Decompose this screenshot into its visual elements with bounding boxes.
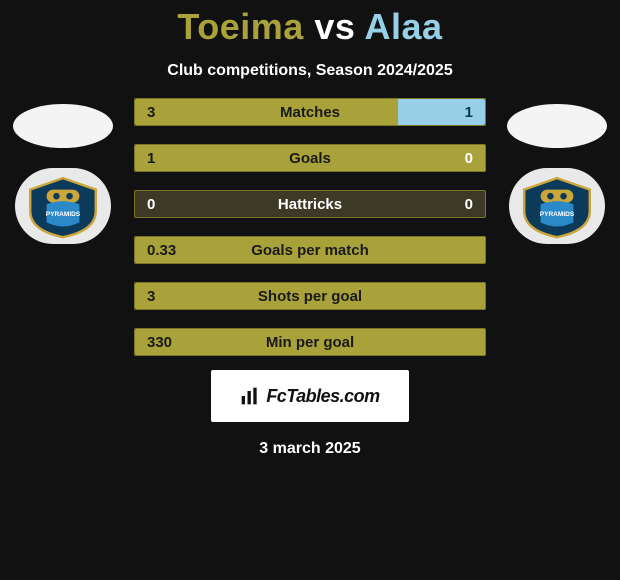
stat-label: Goals xyxy=(289,150,331,167)
stat-value-left: 0 xyxy=(147,196,155,213)
comparison-card: Toeima vs Alaa Club competitions, Season… xyxy=(0,0,620,458)
stat-value-right: 1 xyxy=(465,104,473,121)
left-player-avatar xyxy=(13,104,113,148)
stat-value-left: 330 xyxy=(147,334,172,351)
title-left-player: Toeima xyxy=(177,6,303,47)
stat-row: 3 Matches 1 xyxy=(134,98,486,126)
stat-value-right: 0 xyxy=(465,150,473,167)
stat-label: Matches xyxy=(280,104,340,121)
club-crest-icon: PYRAMIDS xyxy=(22,173,104,239)
left-player-column: PYRAMIDS xyxy=(8,98,118,244)
svg-text:PYRAMIDS: PYRAMIDS xyxy=(46,211,81,218)
branding-badge[interactable]: FcTables.com xyxy=(211,370,409,422)
stat-row: 0 Hattricks 0 xyxy=(134,190,486,218)
stat-value-left: 0.33 xyxy=(147,242,176,259)
right-player-column: PYRAMIDS xyxy=(502,98,612,244)
title-right-player: Alaa xyxy=(365,6,443,47)
stat-fill-left xyxy=(135,99,398,125)
subtitle: Club competitions, Season 2024/2025 xyxy=(0,62,620,80)
club-crest-icon: PYRAMIDS xyxy=(516,173,598,239)
stat-row: 0.33 Goals per match xyxy=(134,236,486,264)
bar-chart-icon xyxy=(240,386,260,406)
page-title: Toeima vs Alaa xyxy=(0,6,620,48)
stat-value-left: 3 xyxy=(147,288,155,305)
stats-bars: 3 Matches 1 1 Goals 0 0 Hattricks 0 0.33 Goals per… xyxy=(134,98,486,356)
title-vs: vs xyxy=(314,6,355,47)
svg-text:PYRAMIDS: PYRAMIDS xyxy=(540,211,575,218)
comparison-body: PYRAMIDS 3 Matches 1 1 Goals 0 0 Hattricks 0 0.33… xyxy=(0,98,620,356)
stat-label: Shots per goal xyxy=(258,288,362,305)
stat-row: 1 Goals 0 xyxy=(134,144,486,172)
branding-text: FcTables.com xyxy=(266,386,379,407)
stat-label: Min per goal xyxy=(266,334,354,351)
stat-label: Hattricks xyxy=(278,196,342,213)
stat-value-right: 0 xyxy=(465,196,473,213)
stat-row: 330 Min per goal xyxy=(134,328,486,356)
left-club-badge: PYRAMIDS xyxy=(15,168,111,244)
stat-value-left: 3 xyxy=(147,104,155,121)
stat-label: Goals per match xyxy=(251,242,369,259)
match-date: 3 march 2025 xyxy=(0,440,620,458)
right-club-badge: PYRAMIDS xyxy=(509,168,605,244)
stat-value-left: 1 xyxy=(147,150,155,167)
stat-row: 3 Shots per goal xyxy=(134,282,486,310)
right-player-avatar xyxy=(507,104,607,148)
